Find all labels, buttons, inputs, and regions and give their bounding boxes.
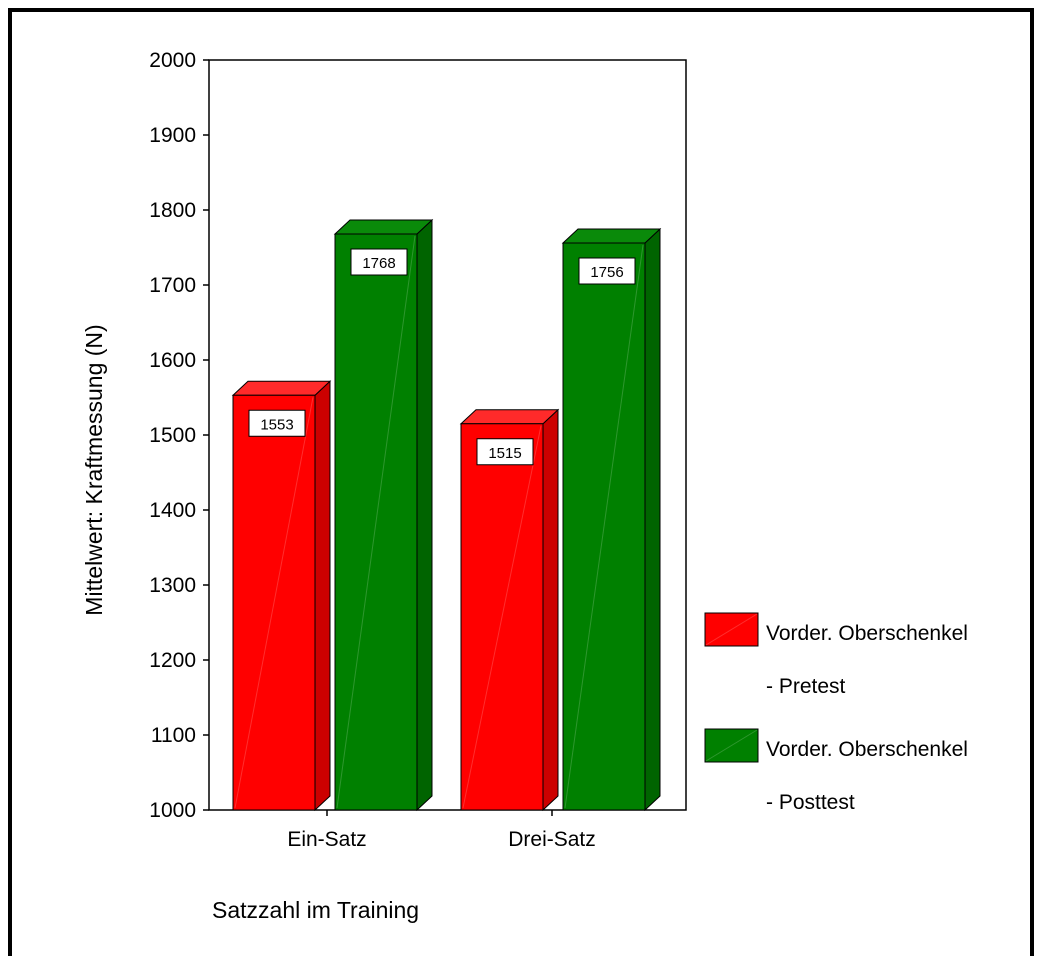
legend-swatch [704,728,759,763]
data-labels: 1553 1768 1515 1756 [248,248,636,466]
bar-top [561,228,662,244]
legend-label-line1: Vorder. Oberschenkel [766,738,968,761]
bar-highlight [564,244,644,809]
bar-side [542,408,559,812]
y-tick-label: 1800 [149,199,196,222]
bar-top [333,219,434,235]
legend-swatch-highlight [705,729,758,762]
legend-swatch [704,612,759,647]
legend-label-line2: - Pretest [766,675,846,698]
bar [460,423,544,811]
bar-highlight [234,397,314,809]
plot-area: 1000 1100 1200 1300 1400 1500 1600 1700 1800 1900… [149,49,687,851]
bar-side [314,380,331,812]
y-tick-label: 1700 [149,274,196,297]
x-tick-label: Ein-Satz [287,828,366,851]
bar-highlight [336,235,416,809]
data-label: 1553 [260,416,293,433]
data-label-box [350,248,408,276]
y-tick-label: 1300 [149,574,196,597]
chart-frame [8,8,1034,956]
data-label: 1768 [362,255,395,272]
bar-top [459,409,560,425]
y-tick-label: 1000 [149,799,196,822]
data-label: 1756 [590,264,623,281]
y-tick-label: 1900 [149,124,196,147]
y-tick-label: 1100 [151,724,196,747]
legend-label-line2: - Posttest [766,791,855,814]
bar [562,242,646,811]
bar-highlight [462,425,542,809]
x-axis-title: Satzzahl im Training [212,897,419,923]
y-tick-label: 1600 [149,349,196,372]
bar-top [231,380,332,396]
y-tick-label: 2000 [149,49,196,72]
y-axis-title: Mittelwert: Kraftmessung (N) [81,324,107,615]
data-label-box [476,438,534,466]
data-label-box [578,257,636,285]
legend-label-line1: Vorder. Oberschenkel [766,622,968,645]
bar-side [644,227,661,812]
y-tick-label: 1500 [149,424,196,447]
bar [334,233,418,811]
data-label: 1515 [488,445,521,462]
data-label-box [248,409,306,437]
y-tick-label: 1200 [149,649,196,672]
legend: Vorder. Oberschenkel - Pretest Vorder. Obe… [704,612,968,814]
legend-swatch-highlight [705,613,758,646]
x-tick-label: Drei-Satz [508,828,596,851]
y-tick-label: 1400 [149,499,196,522]
bar-side [416,218,433,812]
bar [232,394,316,811]
bars [231,218,662,812]
